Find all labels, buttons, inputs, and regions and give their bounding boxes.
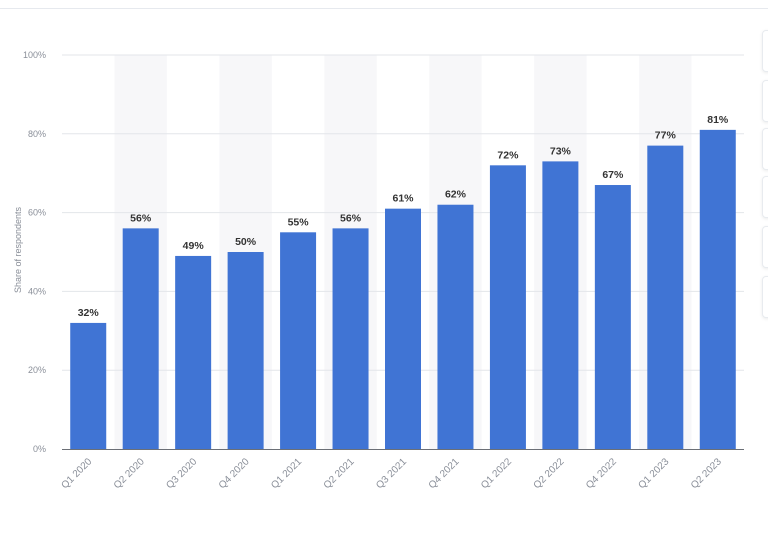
bars [70, 129, 736, 450]
data-label: 72% [497, 149, 519, 161]
data-label: 61% [392, 193, 414, 205]
x-tick-label: Q2 2021 [322, 456, 357, 491]
x-tick-label: Q2 2023 [689, 456, 724, 491]
x-tick-label: Q4 2020 [217, 456, 252, 491]
data-label: 56% [340, 212, 362, 224]
x-tick-label: Q2 2020 [112, 456, 147, 491]
x-tick-label: Q4 2022 [584, 456, 619, 491]
data-label: 49% [183, 240, 205, 252]
x-axis-ticks: Q1 2020 Q2 2020 Q3 2020 Q4 2020 Q1 2021 Q2 20… [59, 456, 724, 491]
y-axis-ticks: 0% 20% 40% 60% 80% 100% [23, 50, 46, 454]
side-toolbar-button-4[interactable] [762, 176, 768, 218]
bar [489, 165, 526, 449]
y-tick-label: 40% [28, 286, 46, 296]
bar [175, 255, 212, 449]
bar [332, 228, 369, 449]
bar [122, 228, 159, 449]
data-label: 81% [707, 114, 729, 126]
side-toolbar-button-5[interactable] [762, 226, 768, 268]
x-tick-label: Q1 2022 [479, 456, 514, 491]
side-toolbar-button-6[interactable] [762, 276, 768, 318]
bar [227, 252, 264, 449]
bar [647, 145, 684, 449]
y-tick-label: 20% [28, 365, 46, 375]
x-tick-label: Q3 2021 [374, 456, 409, 491]
y-tick-label: 80% [28, 129, 46, 139]
data-label: 50% [235, 236, 257, 248]
bar [542, 161, 579, 449]
data-label: 77% [655, 130, 677, 142]
bar [699, 129, 736, 450]
y-tick-label: 100% [23, 50, 46, 60]
x-tick-label: Q1 2023 [637, 456, 672, 491]
y-tick-label: 60% [28, 208, 46, 218]
x-tick-label: Q4 2021 [427, 456, 462, 491]
top-divider [0, 8, 768, 9]
bar [594, 185, 631, 449]
data-labels: 32% 56% 49% 50% 55% 56% 61% 62% 72% 73% 67% 77% 81% [78, 114, 729, 319]
data-label: 62% [445, 189, 467, 201]
data-label: 32% [78, 307, 100, 319]
x-tick-label: Q1 2020 [59, 456, 94, 491]
y-tick-label: 0% [33, 444, 46, 454]
data-label: 56% [130, 212, 152, 224]
x-tick-label: Q3 2020 [164, 456, 199, 491]
side-toolbar-button-2[interactable] [762, 80, 768, 122]
data-label: 67% [602, 169, 624, 181]
y-axis-label: Share of respondents [13, 206, 23, 294]
bar [385, 208, 421, 449]
x-tick-label: Q2 2022 [532, 456, 567, 491]
side-toolbar-button-3[interactable] [762, 128, 768, 170]
data-label: 73% [550, 145, 572, 157]
bar [70, 322, 107, 449]
bar [437, 204, 474, 449]
side-toolbar-button-1[interactable] [762, 30, 768, 72]
bar [280, 232, 317, 449]
x-tick-label: Q1 2021 [269, 456, 304, 491]
data-label: 55% [288, 216, 310, 228]
